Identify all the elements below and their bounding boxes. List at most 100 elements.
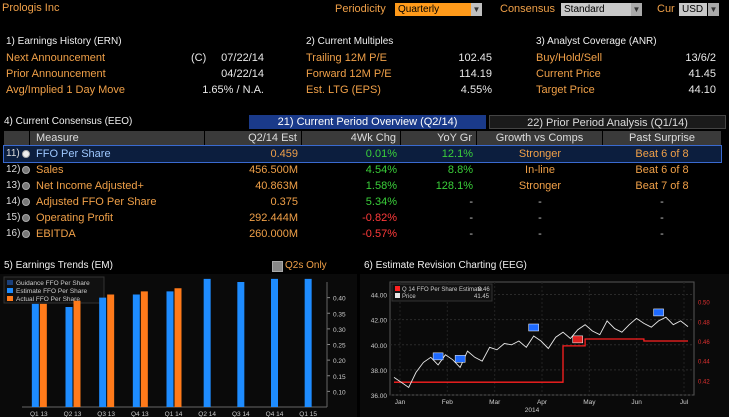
row-radio[interactable] (22, 214, 30, 222)
row-number: 15) (6, 212, 21, 223)
header-4wk-chg[interactable]: 4Wk Chg (302, 131, 401, 145)
row-radio[interactable] (22, 182, 30, 190)
row-measure[interactable]: FFO Per Share (36, 148, 111, 160)
analyst-coverage-title[interactable]: 3) Analyst Coverage (ANR) (536, 36, 657, 47)
row-growth: - (538, 228, 542, 240)
row-radio[interactable] (22, 166, 30, 174)
table-row[interactable]: 16) EBITDA 260.000M -0.57% - - - (4, 226, 721, 242)
left-tick-label: 36.00 (371, 393, 388, 400)
legend-swatch (395, 286, 400, 291)
estimate-revision-panel: 6) Estimate Revision Charting (EEG) 36.0… (360, 258, 729, 417)
header-surprise[interactable]: Past Surprise (603, 131, 721, 145)
row-measure[interactable]: Sales (36, 164, 64, 176)
table-row[interactable]: 11) FFO Per Share 0.459 0.01% 12.1% Stronger B… (3, 145, 722, 163)
row-est: 456.500M (249, 164, 298, 176)
est-ltg-value: 4.55% (460, 84, 492, 96)
y-tick-label: 0.25 (333, 343, 346, 350)
estimate-bar (65, 307, 73, 407)
tab-current-period[interactable]: 21) Current Period Overview (Q2/14) (249, 115, 486, 129)
estimate-revision-title[interactable]: 6) Estimate Revision Charting (EEG) (364, 260, 527, 271)
consensus-select[interactable]: Standard ▼ (561, 3, 642, 16)
row-chg: -0.57% (362, 228, 397, 240)
row-surprise: - (660, 228, 664, 240)
row-radio[interactable] (22, 198, 30, 206)
next-announcement-flag: (C) (191, 52, 207, 64)
chevron-down-icon[interactable]: ▼ (708, 3, 719, 16)
row-growth: In-line (525, 164, 555, 176)
row-growth: Stronger (518, 148, 562, 160)
x-tick-label: Q2 14 (198, 411, 216, 417)
row-surprise: Beat 7 of 8 (635, 180, 689, 192)
right-tick-label: 0.44 (698, 360, 710, 366)
periodicity-label: Periodicity (335, 3, 386, 15)
earnings-trends-panel: 5) Earnings Trends (EM) Q2s Only Guidanc… (0, 258, 357, 417)
consensus-title[interactable]: 4) Current Consensus (EEO) (4, 116, 133, 127)
revision-marker (653, 308, 664, 317)
legend-box (3, 276, 105, 304)
x-tick-label: Q4 13 (131, 411, 149, 417)
est-ltg-label: Est. LTG (EPS) (306, 84, 381, 96)
q2s-only-checkbox[interactable] (272, 261, 283, 272)
row-yoy: 128.1% (435, 180, 473, 192)
x-tick-label: Apr (537, 399, 548, 406)
x-tick-label: Q3 13 (97, 411, 115, 417)
x-tick-label: Q1 13 (30, 411, 48, 417)
header-yoy[interactable]: YoY Gr (401, 131, 477, 145)
x-tick-label: Q1 15 (299, 411, 317, 417)
earnings-history-title[interactable]: 1) Earnings History (ERN) (6, 36, 122, 47)
row-measure[interactable]: Net Income Adjusted+ (36, 180, 144, 192)
left-tick-label: 40.00 (371, 343, 388, 350)
consensus-label: Consensus (500, 3, 556, 15)
earnings-trends-title[interactable]: 5) Earnings Trends (EM) (4, 260, 113, 271)
tab-prior-period[interactable]: 22) Prior Period Analysis (Q1/14) (489, 115, 726, 129)
y-tick-label: 0.20 (333, 358, 346, 365)
forward-pe-value: 114.19 (459, 68, 492, 80)
table-row[interactable]: 12) Sales 456.500M 4.54% 8.8% In-line Beat 6 o… (4, 162, 721, 178)
actual-bar (73, 300, 81, 407)
revision-marker (572, 335, 583, 344)
actual-bar (39, 303, 47, 407)
estimate-bar (271, 278, 278, 407)
row-measure[interactable]: Operating Profit (36, 212, 114, 224)
header-est[interactable]: Q2/14 Est (205, 131, 302, 145)
consensus-value: Standard (564, 4, 605, 15)
prior-announcement-value: 04/22/14 (221, 68, 264, 80)
row-radio[interactable] (22, 230, 30, 238)
legend-label: Actual FFO Per Share (16, 296, 80, 303)
prior-announcement-label: Prior Announcement (6, 68, 106, 80)
table-row[interactable]: 15) Operating Profit 292.444M -0.82% - - - (4, 210, 721, 226)
row-number: 11) (6, 148, 20, 159)
left-tick-label: 38.00 (371, 368, 388, 375)
chevron-down-icon[interactable]: ▼ (631, 3, 642, 16)
tab-current-period-label: 21) Current Period Overview (Q2/14) (277, 116, 458, 128)
header-growth[interactable]: Growth vs Comps (477, 131, 603, 145)
trailing-pe-value: 102.45 (458, 52, 492, 64)
revision-marker (454, 355, 466, 363)
left-tick-label: 44.00 (371, 293, 388, 300)
row-measure[interactable]: EBITDA (36, 228, 76, 240)
row-surprise: - (660, 196, 664, 208)
legend-label: Price (402, 294, 416, 300)
x-tick-label: Q1 14 (165, 411, 183, 417)
legend-label: Q 14 FFO Per Share Estimate (402, 287, 483, 293)
buy-hold-sell-label: Buy/Hold/Sell (536, 52, 603, 64)
header-measure[interactable]: Measure (30, 131, 205, 145)
x-tick-label: Q4 14 (266, 411, 284, 417)
row-radio[interactable] (22, 150, 30, 158)
revision-marker (432, 352, 444, 361)
x-year-label: 2014 (525, 407, 540, 414)
legend-label: Guidance FFO Per Share (16, 280, 90, 287)
row-measure[interactable]: Adjusted FFO Per Share (36, 196, 157, 208)
row-number: 12) (6, 164, 21, 175)
chevron-down-icon[interactable]: ▼ (471, 3, 482, 16)
estimate-bar (304, 278, 312, 407)
estimate-bar (237, 282, 245, 407)
table-row[interactable]: 13) Net Income Adjusted+ 40.863M 1.58% 128.1… (4, 178, 721, 194)
row-est: 260.000M (249, 228, 298, 240)
currency-select[interactable]: USD (679, 3, 707, 16)
revision-marker (528, 323, 539, 332)
table-row[interactable]: 14) Adjusted FFO Per Share 0.375 5.34% - - - (4, 194, 721, 210)
legend-value: 41.45 (474, 294, 490, 300)
periodicity-select[interactable]: Quarterly ▼ (395, 3, 482, 16)
estimate-bar (166, 291, 174, 407)
